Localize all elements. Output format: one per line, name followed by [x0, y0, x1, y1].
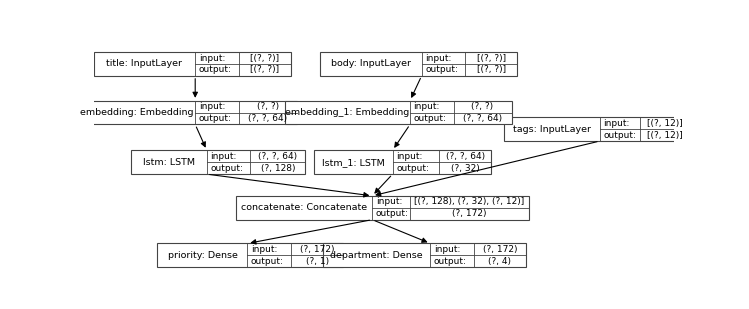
- Text: input:: input:: [396, 152, 422, 161]
- Text: (?, 32): (?, 32): [451, 164, 479, 173]
- Text: (?, ?, 64): (?, ?, 64): [258, 152, 297, 161]
- Text: input:: input:: [413, 102, 440, 111]
- Text: department: Dense: department: Dense: [330, 251, 423, 260]
- Text: input:: input:: [376, 197, 402, 206]
- Text: (?, ?, 64): (?, ?, 64): [463, 114, 502, 123]
- Text: embedding: Embedding: embedding: Embedding: [80, 108, 194, 117]
- Text: output:: output:: [198, 114, 231, 123]
- Text: (?, 172): (?, 172): [482, 245, 518, 254]
- Text: [(?, 12)]: [(?, 12)]: [647, 131, 683, 140]
- Bar: [236, 196, 529, 220]
- Bar: [315, 150, 491, 174]
- Text: output:: output:: [425, 66, 458, 74]
- Text: output:: output:: [210, 164, 243, 173]
- Bar: [323, 243, 526, 267]
- Text: [(?, ?)]: [(?, ?)]: [250, 66, 279, 74]
- Text: tags: InputLayer: tags: InputLayer: [513, 125, 591, 134]
- Text: body: InputLayer: body: InputLayer: [331, 59, 410, 69]
- Text: [(?, ?)]: [(?, ?)]: [476, 53, 506, 62]
- Text: (?, 4): (?, 4): [488, 257, 512, 266]
- Text: input:: input:: [251, 245, 277, 254]
- Text: (?, ?, 64): (?, ?, 64): [248, 114, 288, 123]
- Text: (?, ?): (?, ?): [471, 102, 494, 111]
- Text: input:: input:: [425, 53, 452, 62]
- Text: (?, 128): (?, 128): [261, 164, 295, 173]
- Text: title: InputLayer: title: InputLayer: [106, 59, 183, 69]
- Bar: [504, 117, 690, 141]
- Text: (?, ?, 64): (?, ?, 64): [446, 152, 485, 161]
- Text: input:: input:: [434, 245, 460, 254]
- Text: concatenate: Concatenate: concatenate: Concatenate: [241, 203, 367, 212]
- Bar: [94, 52, 291, 76]
- Text: (?, 1): (?, 1): [306, 257, 329, 266]
- Text: output:: output:: [376, 209, 409, 218]
- Bar: [131, 150, 306, 174]
- Bar: [157, 243, 343, 267]
- Text: (?, 172): (?, 172): [452, 209, 487, 218]
- Text: input:: input:: [198, 53, 225, 62]
- Text: output:: output:: [251, 257, 284, 266]
- Text: input:: input:: [603, 119, 630, 128]
- Text: lstm: LSTM: lstm: LSTM: [143, 158, 195, 167]
- Text: [(?, 12)]: [(?, 12)]: [647, 119, 683, 128]
- Bar: [320, 52, 518, 76]
- Text: output:: output:: [198, 66, 231, 74]
- Text: output:: output:: [603, 131, 636, 140]
- Text: output:: output:: [396, 164, 429, 173]
- Text: input:: input:: [198, 102, 225, 111]
- Text: [(?, 128), (?, 32), (?, 12)]: [(?, 128), (?, 32), (?, 12)]: [414, 197, 524, 206]
- Text: (?, ?): (?, ?): [257, 102, 279, 111]
- Text: priority: Dense: priority: Dense: [168, 251, 237, 260]
- Text: input:: input:: [210, 152, 237, 161]
- Text: output:: output:: [434, 257, 467, 266]
- Text: lstm_1: LSTM: lstm_1: LSTM: [322, 158, 385, 167]
- Text: output:: output:: [413, 114, 446, 123]
- Text: [(?, ?)]: [(?, ?)]: [476, 66, 506, 74]
- Bar: [285, 101, 512, 125]
- Text: embedding_1: Embedding: embedding_1: Embedding: [285, 108, 410, 117]
- Text: [(?, ?)]: [(?, ?)]: [250, 53, 279, 62]
- Bar: [79, 101, 297, 125]
- Text: (?, 172): (?, 172): [300, 245, 334, 254]
